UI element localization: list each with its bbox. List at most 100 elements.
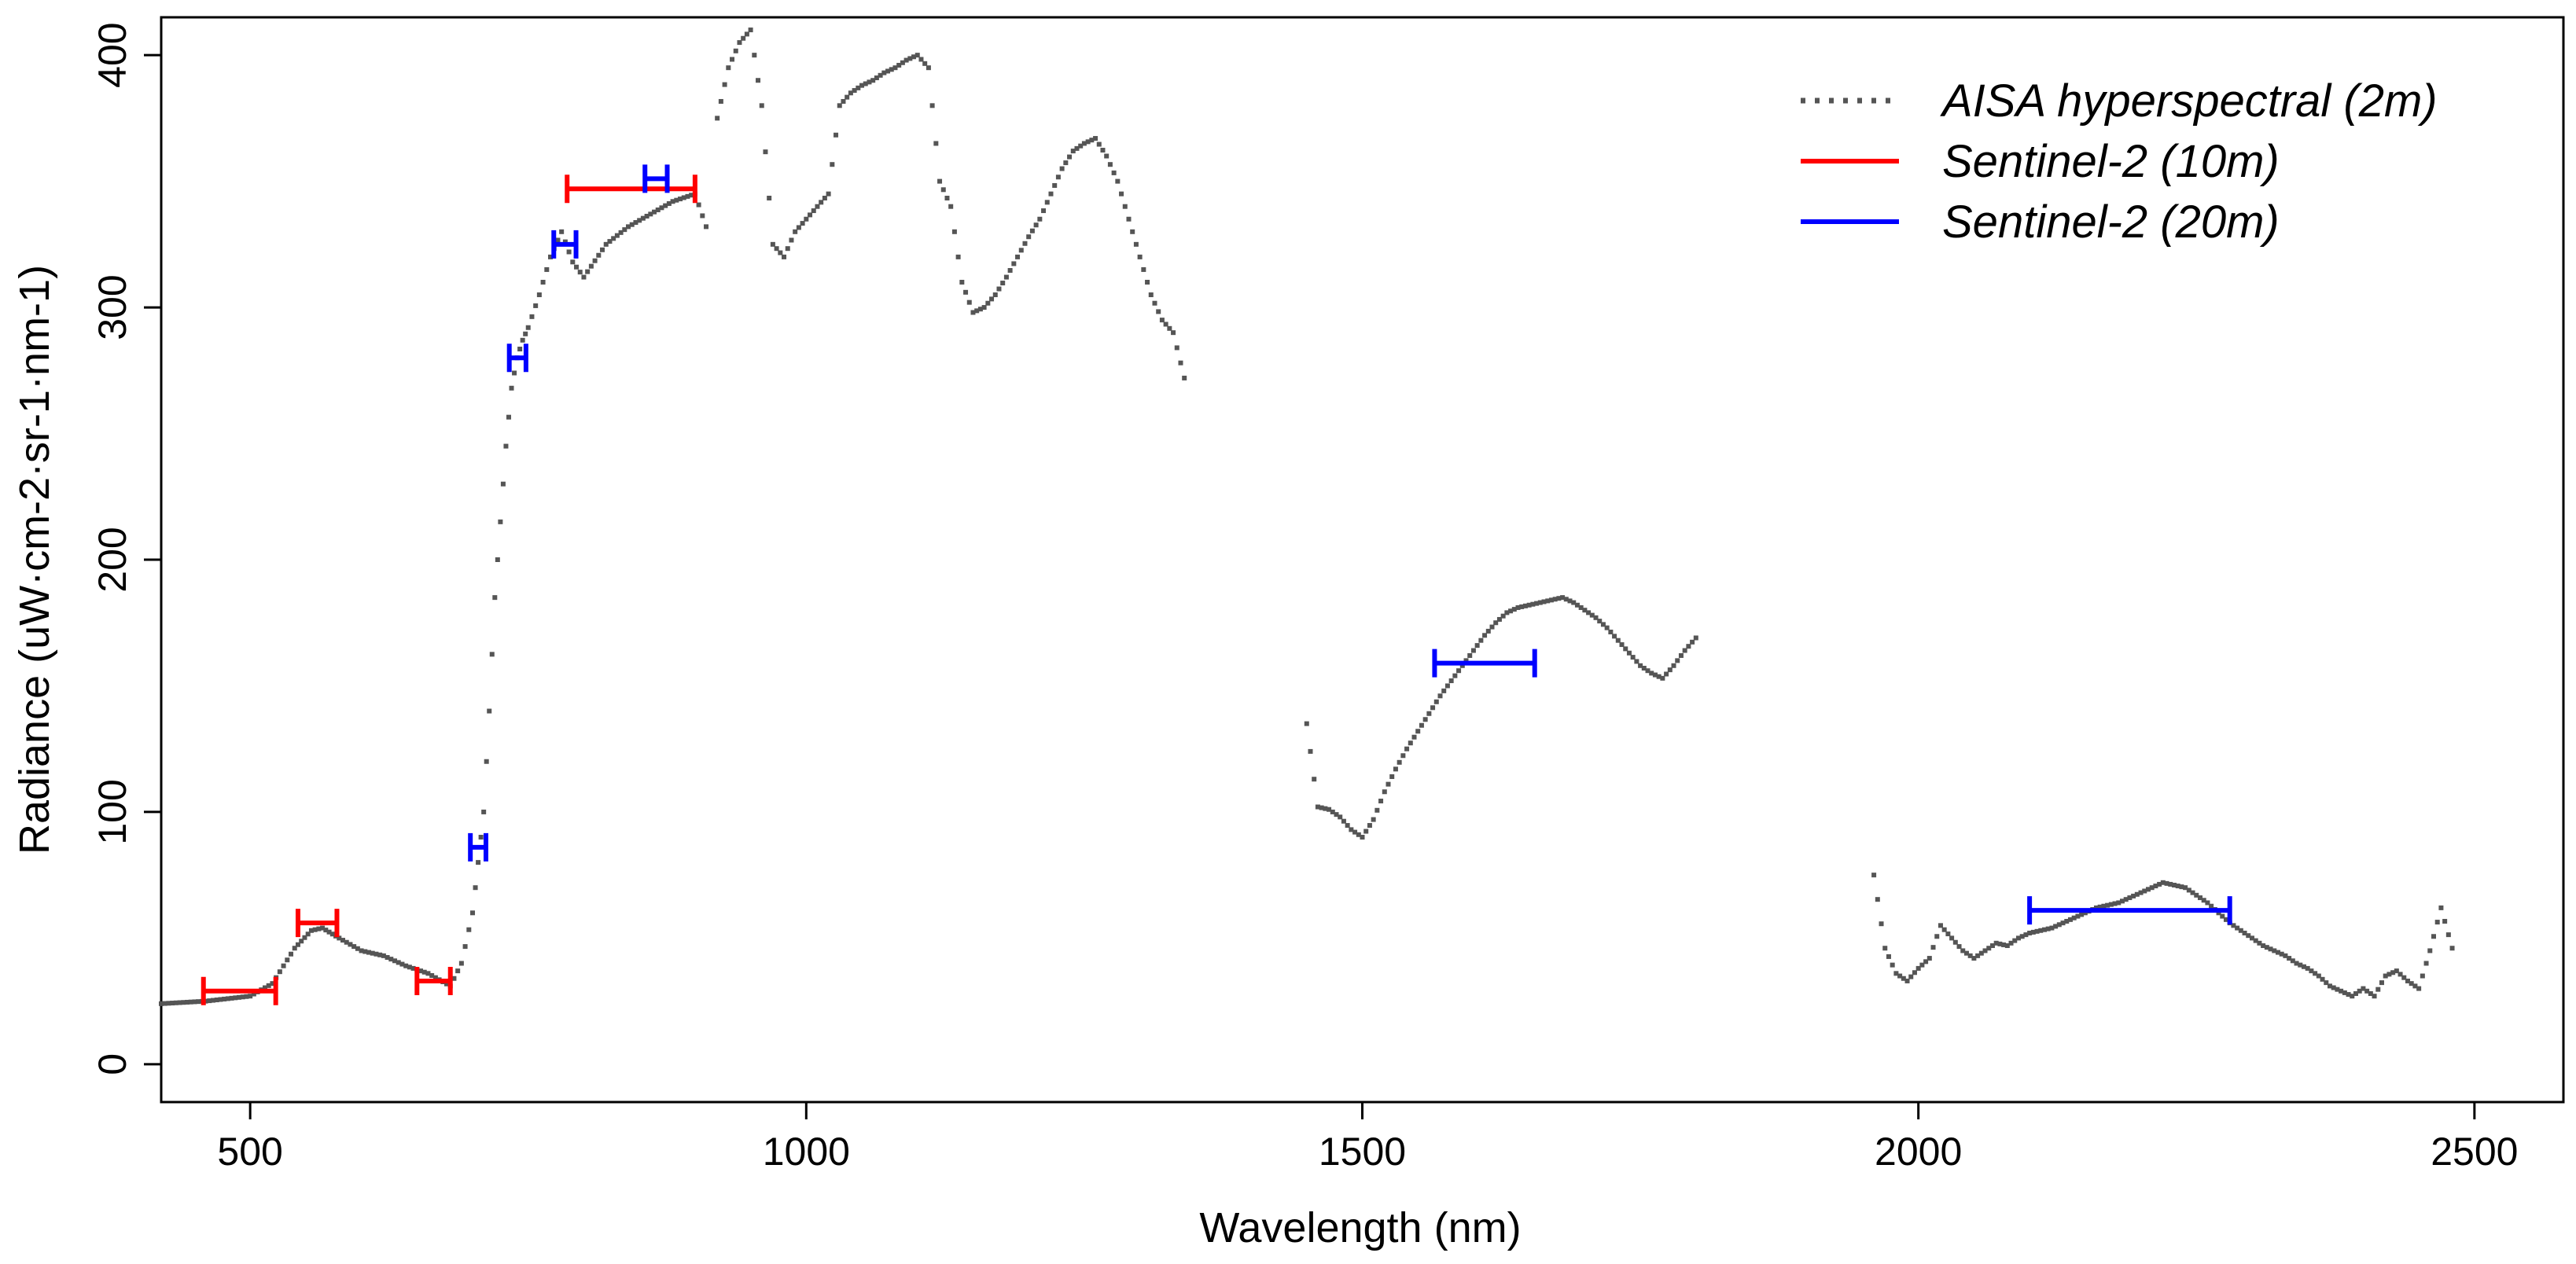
hyperspectral-point (2038, 928, 2044, 933)
hyperspectral-point (856, 85, 861, 90)
hyperspectral-point (970, 310, 976, 315)
hyperspectral-point (2097, 904, 2103, 909)
x-tick-label: 1500 (1319, 1130, 1406, 1174)
hyperspectral-point (841, 98, 846, 104)
hyperspectral-point (1378, 799, 1384, 804)
hyperspectral-point (1686, 644, 1691, 649)
hyperspectral-point (659, 205, 664, 211)
x-tick-label: 500 (217, 1130, 282, 1174)
hyperspectral-point (1085, 139, 1091, 145)
sentinel-bands (201, 164, 2232, 1005)
hyperspectral-point (2301, 964, 2306, 969)
hyperspectral-point (929, 103, 935, 108)
hyperspectral-point (2049, 925, 2055, 931)
hyperspectral-point (1563, 597, 1569, 602)
hyperspectral-point (2431, 934, 2436, 939)
x-tick-label: 1000 (763, 1130, 850, 1174)
hyperspectral-point (1041, 208, 1047, 214)
hyperspectral-point (2339, 988, 2344, 994)
hyperspectral-point (1482, 633, 1488, 638)
band-marker (1432, 649, 1537, 678)
hyperspectral-point (907, 56, 913, 61)
hyperspectral-point (2445, 932, 2451, 938)
hyperspectral-point (533, 303, 539, 308)
hyperspectral-point (374, 951, 379, 957)
hyperspectral-point (896, 62, 902, 68)
hyperspectral-point (726, 65, 731, 71)
hyperspectral-point (1178, 360, 1183, 366)
hyperspectral-point (1960, 948, 1966, 954)
y-axis: 0 100 200 300 400 (90, 22, 161, 1075)
hyperspectral-point (940, 187, 946, 193)
hyperspectral-point (481, 809, 487, 814)
hyperspectral-point (926, 65, 931, 71)
hyperspectral-point (2313, 971, 2318, 976)
hyperspectral-point (2082, 910, 2088, 916)
hyperspectral-point (789, 237, 794, 243)
hyperspectral-point (362, 949, 368, 954)
band-marker (565, 175, 697, 204)
hyperspectral-point (1304, 721, 1309, 726)
hyperspectral-point (663, 203, 668, 208)
hyperspectral-point (596, 252, 602, 258)
hyperspectral-point (2153, 884, 2158, 889)
hyperspectral-point (2449, 946, 2455, 951)
hyperspectral-point (1107, 162, 1113, 167)
hyperspectral-point (1556, 596, 1562, 601)
hyperspectral-point (295, 942, 300, 947)
hyperspectral-point (1967, 953, 1973, 958)
band-marker (201, 976, 278, 1005)
hyperspectral-point (2145, 887, 2151, 892)
hyperspectral-point (2171, 883, 2177, 887)
hyperspectral-point (685, 193, 690, 199)
hyperspectral-point (1389, 774, 1395, 779)
hyperspectral-point (1448, 678, 1454, 684)
hyperspectral-point (444, 981, 450, 987)
hyperspectral-point (848, 90, 853, 96)
hyperspectral-point (640, 215, 646, 221)
hyperspectral-point (955, 254, 961, 259)
hyperspectral-point (2019, 934, 2025, 939)
hyperspectral-point (2027, 930, 2033, 935)
hyperspectral-point (1433, 699, 1439, 704)
hyperspectral-point (2064, 919, 2070, 924)
hyperspectral-point (1560, 595, 1566, 601)
hyperspectral-point (804, 216, 809, 222)
hyperspectral-point (2279, 951, 2284, 957)
hyperspectral-point (837, 103, 842, 108)
hyperspectral-point (977, 307, 983, 312)
hyperspectral-point (1130, 229, 1135, 234)
hyperspectral-point (348, 942, 353, 947)
hyperspectral-point (1330, 809, 1335, 814)
hyperspectral-point (2416, 986, 2422, 991)
hyperspectral-point (1652, 672, 1658, 678)
hyperspectral-point (173, 1000, 178, 1005)
hyperspectral-point (2305, 965, 2310, 971)
hyperspectral-point (1912, 970, 1917, 976)
hyperspectral-point (808, 212, 813, 218)
hyperspectral-point (1678, 652, 1684, 658)
hyperspectral-point (1059, 166, 1065, 171)
hyperspectral-point (852, 88, 857, 94)
hyperspectral-point (229, 995, 234, 1001)
hyperspectral-point (2223, 917, 2228, 922)
hyperspectral-point (1582, 608, 1588, 613)
hyperspectral-point (1890, 962, 1895, 968)
hyperspectral-point (323, 928, 329, 933)
hyperspectral-point (1638, 663, 1643, 668)
hyperspectral-point (944, 196, 950, 200)
y-tick-label: 100 (90, 779, 134, 844)
hyperspectral-point (892, 65, 898, 71)
hyperspectral-point (1986, 946, 1992, 951)
hyperspectral-point (1641, 666, 1647, 671)
hyperspectral-point (562, 239, 568, 244)
hyperspectral-point (618, 230, 624, 235)
hyperspectral-point (517, 347, 523, 352)
hyperspectral-point (285, 957, 290, 963)
hyperspectral-point (2001, 942, 2007, 947)
hyperspectral-point (470, 910, 476, 916)
hyperspectral-point (652, 209, 657, 215)
hyperspectral-point (1634, 659, 1639, 664)
hyperspectral-point (2253, 938, 2258, 943)
